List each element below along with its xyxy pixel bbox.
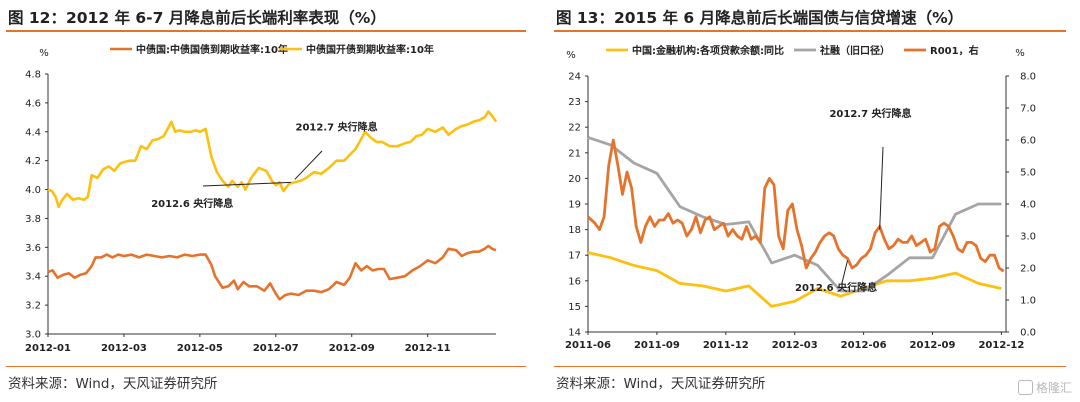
right-chart-panel: 图 13：2015 年 6 月降息前后长端国债与信贷增速（%） %% 14 15 16… [548, 0, 1080, 402]
y-tick-label: 4.0 [25, 185, 41, 196]
left-y-tick-label: 17 [568, 251, 581, 262]
left-y-tick-label: 19 [568, 200, 581, 211]
x-tick-label: 2012-05 [177, 343, 223, 354]
y-tick-label: 3.6 [25, 243, 41, 254]
left-y-tick-label: 15 [568, 302, 581, 313]
x-tick-label: 2012-03 [101, 343, 147, 354]
left-y-tick-label: 23 [568, 97, 581, 108]
y-tick-label: 3.8 [25, 214, 41, 225]
right-chart-title: 图 13：2015 年 6 月降息前后长端国债与信贷增速（%） [556, 9, 964, 27]
left-y-unit: % [566, 50, 576, 61]
left-y-tick-label: 14 [568, 328, 581, 339]
y-tick-label: 3.2 [25, 301, 41, 312]
right-source-note: 资料来源：Wind，天风证券研究所 [556, 376, 766, 392]
y-tick-label: 4.2 [25, 156, 41, 167]
legend-label: 中债国:中债国债到期收益率:10年 [136, 43, 288, 56]
left-y-tick-label: 21 [568, 148, 581, 159]
annotation-label: 2012.7 央行降息 [296, 120, 378, 133]
legend-label: 社融（旧口径） [819, 44, 890, 57]
y-tick-label: 4.8 [25, 70, 41, 81]
legend-label: 中国:金融机构:各项贷款余额:同比 [632, 44, 784, 57]
x-tick-label: 2011-12 [703, 340, 749, 351]
x-tick-label: 2012-11 [405, 343, 451, 354]
watermark-text: 格隆汇 [1035, 381, 1072, 395]
series-line-2 [47, 110, 498, 209]
watermark-logo-icon [1017, 380, 1033, 395]
watermark: 格隆汇 [1017, 379, 1072, 396]
y-tick-label: 4.6 [25, 98, 41, 109]
annotation-label: 2012.6 央行降息 [795, 281, 877, 294]
x-tick-label: 2011-09 [634, 340, 680, 351]
right-y-unit: % [1015, 48, 1025, 59]
x-tick-label: 2012-03 [772, 340, 818, 351]
y-tick-label: 3.4 [25, 272, 41, 283]
right-y-tick-label: 8.0 [1020, 72, 1036, 83]
y-tick-label: 3.0 [25, 330, 41, 341]
annotation-leader [202, 181, 292, 187]
left-chart-svg: % 3.0 3.2 3.4 3.6 3.8 4.0 4.2 4.4 4.6 4.8 2012-01 20… [25, 43, 498, 354]
annotation-leader [841, 260, 849, 284]
x-tick-label: 2012-06 [841, 340, 887, 351]
left-y-tick-label: 20 [568, 174, 581, 185]
left-chart-panel: 图 12：2012 年 6-7 月降息前后长端利率表现（%） % 3.0 3.2 3.… [6, 9, 526, 392]
left-source-note: 资料来源：Wind，天风证券研究所 [8, 376, 218, 392]
legend-label: 中债国开债到期收益率:10年 [306, 43, 434, 56]
x-tick-label: 2012-01 [25, 343, 71, 354]
left-chart-title: 图 12：2012 年 6-7 月降息前后长端利率表现（%） [8, 9, 386, 27]
right-y-tick-label: 1.0 [1020, 296, 1036, 307]
left-y-tick-label: 22 [568, 123, 581, 134]
left-y-tick-label: 16 [568, 276, 581, 287]
x-tick-label: 2012-07 [253, 343, 299, 354]
annotation-leader [294, 150, 323, 180]
right-y-tick-label: 7.0 [1020, 104, 1036, 115]
right-y-tick-label: 3.0 [1020, 232, 1036, 243]
right-bottom-rule [554, 366, 1066, 367]
annotation-label: 2012.6 央行降息 [151, 197, 233, 210]
x-tick-label: 2011-06 [565, 340, 611, 351]
series-line-1 [47, 244, 497, 301]
right-y-tick-label: 6.0 [1020, 136, 1036, 147]
x-tick-label: 2012-12 [978, 340, 1024, 351]
series-line-3 [587, 138, 1005, 273]
annotation-label: 2012.7 央行降息 [829, 107, 911, 120]
right-y-tick-label: 5.0 [1020, 168, 1036, 179]
series-line-1 [587, 251, 1002, 308]
annotation-leader [879, 146, 884, 230]
right-y-tick-label: 4.0 [1020, 200, 1036, 211]
left-bottom-rule [6, 366, 526, 367]
series-line-2 [587, 136, 1002, 293]
y-axis-unit: % [39, 48, 49, 59]
legend-label: R001，右 [930, 44, 979, 57]
right-chart-svg: % % 14 15 16 17 18 19 20 21 22 23 24 0.0 1.0 2.0 3.0 4.0 5… [565, 44, 1036, 351]
left-y-tick-label: 24 [568, 72, 581, 83]
x-tick-label: 2012-09 [910, 340, 956, 351]
y-tick-label: 4.4 [25, 127, 41, 138]
right-y-tick-label: 2.0 [1020, 264, 1036, 275]
left-title-rule [6, 30, 526, 32]
left-y-tick-label: 18 [568, 225, 581, 236]
x-tick-label: 2012-09 [329, 343, 375, 354]
right-y-tick-label: 0.0 [1020, 328, 1036, 339]
right-title-rule [554, 30, 1066, 32]
